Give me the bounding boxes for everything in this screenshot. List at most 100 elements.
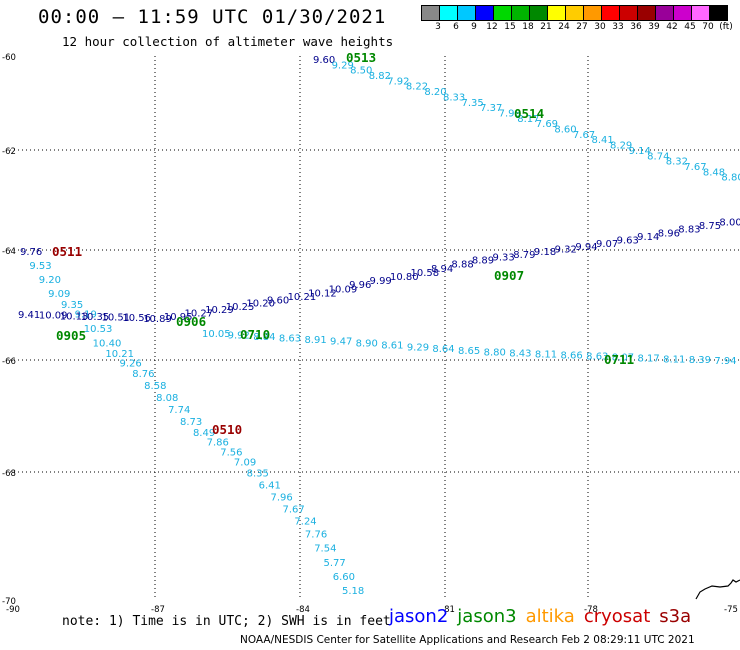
page-subtitle: 12 hour collection of altimeter wave hei… (62, 34, 394, 49)
wave-height-label: 9.94 (575, 242, 597, 253)
wave-height-label: 10.29 (205, 305, 234, 316)
satellite-legend-item: s3a (659, 606, 692, 627)
wave-height-label: 8.63 (586, 351, 608, 362)
wave-height-label: 7.96 (271, 493, 293, 504)
satellite-legend-item: jason2 (389, 606, 449, 627)
wave-height-label: 9.76 (20, 247, 42, 258)
wave-height-label: 9.18 (534, 247, 556, 258)
wave-height-label: 8.89 (472, 256, 494, 267)
wave-height-label: 10.12 (308, 288, 337, 299)
satellite-legend-item: cryosat (583, 606, 651, 627)
wave-height-label: 10.05 (202, 329, 231, 340)
wave-height-label: 8.17 (517, 114, 539, 125)
wave-height-label: 8.64 (432, 344, 454, 355)
wave-height-label: 10.95 (164, 312, 193, 323)
wave-height-label: 7.98 (499, 108, 521, 119)
wave-height-label: 8.83 (678, 225, 700, 236)
wave-height-label: 7.67 (282, 504, 304, 515)
wave-height-label: 8.66 (561, 350, 583, 361)
wave-height-label: 8.90 (356, 339, 378, 350)
wave-height-label: 9.26 (119, 358, 141, 369)
lon-tick-label: -81 (441, 605, 455, 615)
wave-height-label: 10.56 (122, 313, 151, 324)
wave-height-label: 8.88 (451, 260, 473, 271)
lat-tick-label: -62 (2, 147, 16, 157)
wave-height-label: 9.96 (349, 280, 371, 291)
color-scale-swatches (421, 5, 728, 21)
wave-height-label: 10.58 (410, 268, 439, 279)
wave-height-label: 7.67 (573, 130, 595, 141)
wave-height-label: 9.29 (332, 60, 354, 71)
wave-height-label: 8.61 (381, 340, 403, 351)
wave-height-label: 7.69 (536, 119, 558, 130)
color-scale-label: 39 (648, 22, 660, 32)
wave-height-label: 7.09 (234, 458, 256, 469)
color-scale-labels: 3 6 9 12 15 18 21 24 27 30 33 36 39 42 45 70 (ft) (421, 21, 733, 35)
wave-height-label: 7.86 (207, 438, 229, 449)
color-scale-label: 33 (612, 22, 624, 32)
color-scale-label: 9 (471, 22, 477, 32)
wave-height-label: 7.94 (714, 356, 736, 367)
pass-id-label: 0514 (514, 106, 544, 121)
pass-id-label: 0513 (346, 50, 376, 65)
wave-height-label: 8.94 (431, 264, 453, 275)
wave-height-label: 8.00 (719, 218, 740, 229)
wave-height-label: 8.91 (304, 335, 326, 346)
wave-height-label: 8.32 (666, 157, 688, 168)
wave-height-label: 10.51 (101, 313, 130, 324)
wave-height-label: 10.89 (143, 314, 172, 325)
wave-height-label: 8.29 (610, 141, 632, 152)
wave-height-label: 9.20 (39, 275, 61, 286)
wave-height-label: 8.11 (535, 349, 557, 360)
map-axis-labels: -90 -87 -84 -81 -78 -75 -60 -62 -64 -66 -68 -70 (2, 53, 738, 615)
color-scale-label: 70 (702, 22, 714, 32)
wave-height-label: 10.20 (246, 299, 275, 310)
color-scale-label: 3 (435, 22, 441, 32)
color-scale-label: 6 (453, 22, 459, 32)
coastline (695, 579, 740, 600)
color-scale-label: 27 (576, 22, 588, 32)
wave-height-label: 8.43 (509, 349, 531, 360)
pass-labels: 0513 0514 0511 0510 0907 0905 0906 0710 0711 (52, 50, 634, 437)
color-swatch (709, 5, 728, 21)
wave-height-label: 8.65 (458, 346, 480, 357)
wave-height-label: 8.80 (721, 173, 740, 184)
wave-height-label: 8.20 (424, 87, 446, 98)
wave-height-label: 8.75 (699, 221, 721, 232)
wave-height-label: 7.76 (305, 530, 327, 541)
wave-height-label: 5.77 (323, 558, 345, 569)
wave-height-label: 9.60 (267, 295, 289, 306)
pass-id-label: 0511 (52, 244, 82, 259)
wave-height-label: 8.84 (253, 332, 275, 343)
wave-height-label: 6.41 (259, 481, 281, 492)
wave-height-label: 9.07 (596, 239, 618, 250)
wave-height-label: 8.41 (591, 135, 613, 146)
color-scale-label: 30 (594, 22, 606, 32)
wave-height-label: 8.58 (144, 381, 166, 392)
wave-height-label: 10.25 (226, 302, 255, 313)
satellite-legend: jason2 jason3 altika cryosat s3a (389, 606, 700, 627)
wave-height-label: 10.40 (93, 338, 122, 349)
lon-tick-label: -84 (296, 605, 310, 615)
pass-id-label: 0710 (240, 327, 270, 342)
color-scale-label: 15 (504, 22, 516, 32)
lat-tick-label: -66 (2, 357, 16, 367)
wave-height-label: 8.49 (193, 428, 215, 439)
color-scale-label: 21 (540, 22, 552, 32)
wave-height-label: 7.67 (684, 162, 706, 173)
wave-height-label: 10.35 (81, 312, 110, 323)
wave-height-label: 9.33 (493, 252, 515, 263)
pass-id-label: 0905 (56, 328, 86, 343)
page-title: 00:00 – 11:59 UTC 01/30/2021 (38, 6, 387, 28)
wave-height-label: 8.63 (279, 334, 301, 345)
wave-height-label: 7.56 (220, 448, 242, 459)
color-scale-label: 12 (486, 22, 498, 32)
wave-height-label: 10.27 (185, 308, 214, 319)
wave-height-label: 10.21 (105, 349, 134, 360)
wave-height-label: 8.50 (350, 66, 372, 77)
footer-note: note: 1) Time is in UTC; 2) SWH is in fe… (62, 614, 391, 629)
wave-height-label: 8.33 (443, 92, 465, 103)
pass-id-label: 0907 (494, 268, 524, 283)
wave-height-label: 8.96 (658, 228, 680, 239)
